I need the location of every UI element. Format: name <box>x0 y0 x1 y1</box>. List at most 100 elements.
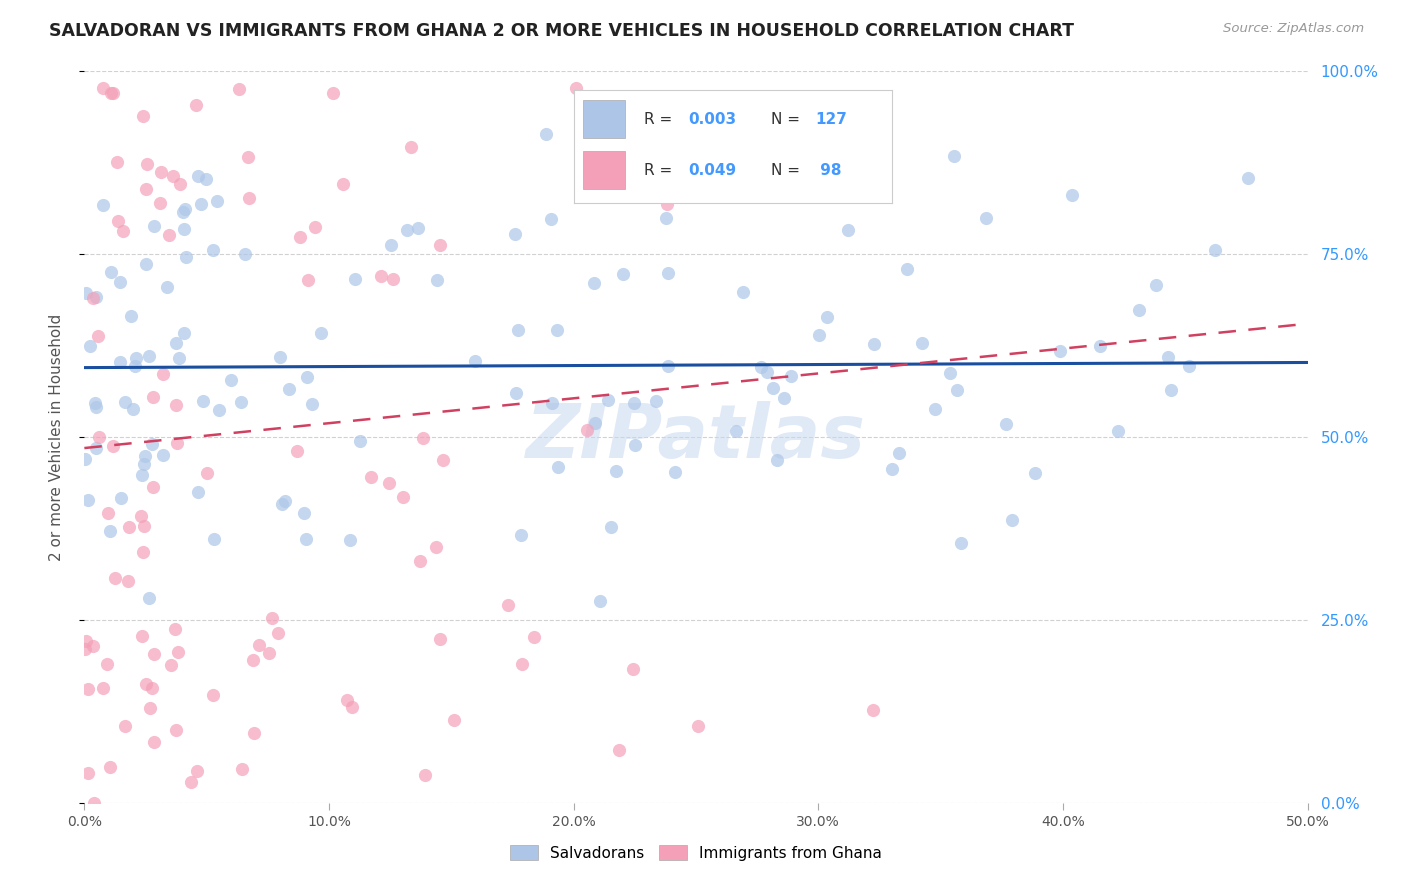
Point <box>76 682 98 697</box>
Point <box>657 197 679 211</box>
Point <box>152 449 174 463</box>
Point <box>505 385 527 400</box>
Point <box>546 323 568 337</box>
Point <box>108 355 131 369</box>
Point <box>89 430 111 444</box>
Point <box>134 449 156 463</box>
Point <box>141 681 163 695</box>
Point <box>76 766 98 780</box>
Point <box>111 223 134 237</box>
Point <box>976 211 998 225</box>
Point <box>149 196 172 211</box>
Point <box>664 466 686 480</box>
Point <box>160 657 183 672</box>
Text: Source: ZipAtlas.com: Source: ZipAtlas.com <box>1223 22 1364 36</box>
Point <box>1001 513 1024 527</box>
Point <box>132 457 155 471</box>
Point <box>612 267 634 281</box>
Point <box>807 327 830 342</box>
Point <box>155 280 177 294</box>
Point <box>187 485 209 500</box>
Point <box>413 768 436 782</box>
Point <box>896 262 918 277</box>
Point <box>84 400 107 414</box>
Point <box>540 396 562 410</box>
Point <box>496 599 519 613</box>
Point <box>142 480 165 494</box>
Point <box>408 554 430 568</box>
Point <box>124 359 146 374</box>
Point <box>100 87 122 101</box>
Point <box>277 382 299 396</box>
Point <box>105 154 128 169</box>
Point <box>229 395 252 409</box>
Point <box>749 359 772 374</box>
Point <box>607 742 630 756</box>
Point <box>775 137 797 152</box>
Text: ZIPatlas: ZIPatlas <box>526 401 866 474</box>
Point <box>534 127 557 141</box>
Point <box>946 383 969 397</box>
Point <box>208 403 231 417</box>
Point <box>166 436 188 450</box>
Point <box>762 381 785 395</box>
Point <box>1178 359 1201 373</box>
Point <box>173 326 195 340</box>
Point <box>238 191 260 205</box>
Point <box>605 464 627 478</box>
Point <box>583 416 606 430</box>
Point <box>165 622 187 636</box>
Point <box>117 574 139 589</box>
Point <box>429 238 451 252</box>
Point <box>93 198 115 212</box>
Point <box>1024 466 1046 480</box>
Point <box>773 392 796 406</box>
Point <box>228 82 250 96</box>
Point <box>344 272 367 286</box>
Point <box>644 187 666 202</box>
Point <box>862 703 884 717</box>
Point <box>73 642 96 657</box>
Point <box>274 493 297 508</box>
Point <box>186 98 208 112</box>
Point <box>547 460 569 475</box>
Point <box>297 273 319 287</box>
Point <box>1107 425 1129 439</box>
Point <box>77 493 100 508</box>
Point <box>1204 244 1226 258</box>
Point <box>247 638 270 652</box>
Point <box>623 438 645 452</box>
Point <box>995 417 1018 431</box>
Point <box>301 397 323 411</box>
Point <box>190 197 212 211</box>
Point <box>304 219 326 234</box>
Point <box>138 700 160 714</box>
Point <box>172 204 194 219</box>
Point <box>202 532 225 546</box>
Point <box>236 150 259 164</box>
Point <box>426 273 449 287</box>
Point <box>270 497 292 511</box>
Point <box>107 214 129 228</box>
Point <box>131 629 153 643</box>
Point <box>429 632 451 646</box>
Point <box>83 796 105 810</box>
Point <box>510 657 533 671</box>
Point <box>201 688 224 702</box>
Point <box>167 351 190 366</box>
Point <box>104 571 127 585</box>
Point <box>623 396 645 410</box>
Point <box>339 533 361 547</box>
Point <box>142 219 165 233</box>
Point <box>110 491 132 505</box>
Point <box>75 634 97 648</box>
Point <box>380 238 402 252</box>
Point <box>195 466 218 480</box>
Point <box>84 290 107 304</box>
Point <box>143 734 166 748</box>
Point <box>84 441 107 455</box>
Point <box>292 507 315 521</box>
Point <box>142 647 165 661</box>
Point <box>174 202 197 217</box>
Point <box>93 81 115 95</box>
